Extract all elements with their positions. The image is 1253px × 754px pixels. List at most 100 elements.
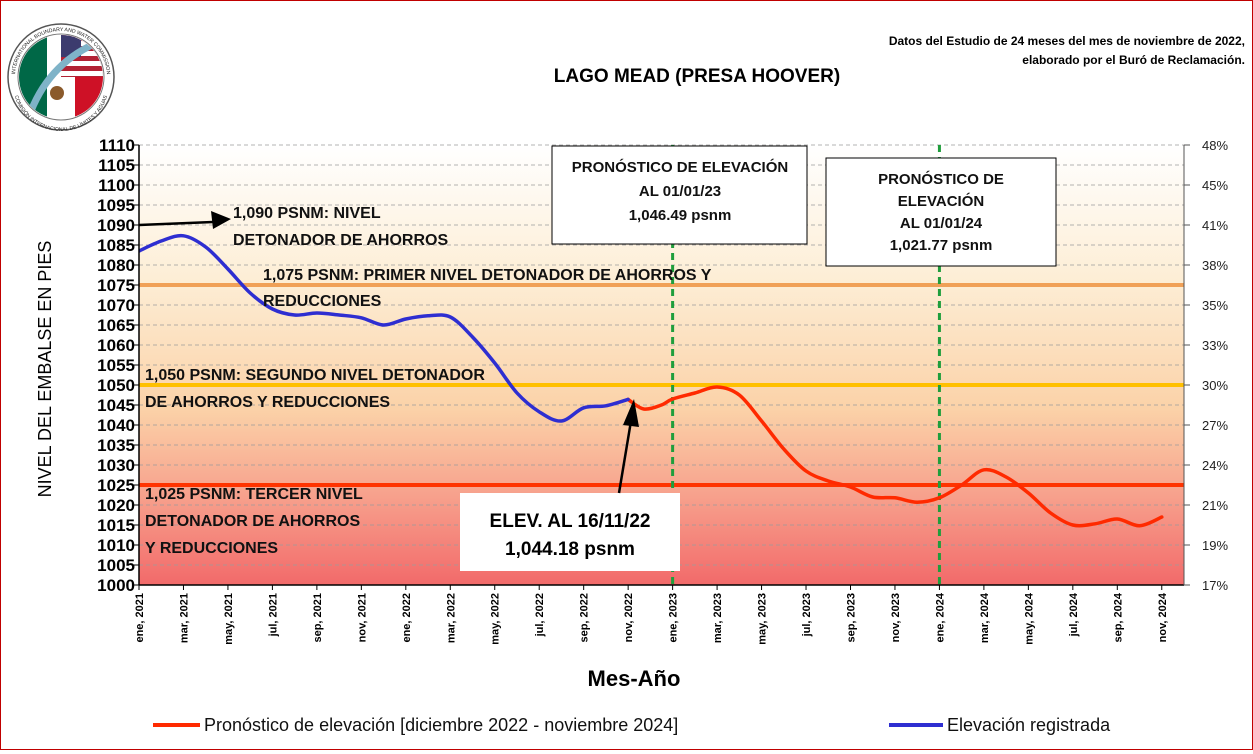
x-tick-label: jul, 2024 bbox=[1068, 592, 1080, 637]
y-tick-label: 1010 bbox=[97, 536, 135, 555]
annotation-1075: 1,075 PSNM: PRIMER NIVEL DETONADOR DE AH… bbox=[263, 267, 712, 284]
y-tick-label: 1070 bbox=[97, 296, 135, 315]
y2-tick-label: 30% bbox=[1202, 378, 1228, 393]
annotation-1050: 1,050 PSNM: SEGUNDO NIVEL DETONADOR bbox=[145, 367, 485, 384]
source-note-line-1: Datos del Estudio de 24 meses del mes de… bbox=[889, 34, 1245, 48]
x-tick-label: ene, 2021 bbox=[134, 593, 146, 643]
forecast-box-2024 bbox=[825, 157, 1057, 267]
arrow-1090-head bbox=[211, 211, 231, 229]
source-note-line-2: elaborado por el Buró de Reclamación. bbox=[1022, 53, 1245, 67]
y2-tick-label: 33% bbox=[1202, 338, 1228, 353]
x-tick-label: jul, 2022 bbox=[534, 593, 546, 637]
x-tick-label: sep, 2023 bbox=[845, 593, 857, 643]
y2-tick-label: 38% bbox=[1202, 258, 1228, 273]
elevation-callout-arrow-head bbox=[623, 399, 639, 427]
x-tick-label: sep, 2024 bbox=[1112, 592, 1124, 642]
forecast-box-2023-text: 1,046.49 psnm bbox=[629, 207, 732, 224]
annotations: 1,090 PSNM: NIVEL DETONADOR DE AHORROS 1,0… bbox=[138, 145, 1057, 571]
forecast-box-2023 bbox=[551, 145, 808, 245]
y-tick-label: 1105 bbox=[98, 156, 135, 175]
annotation-1090: 1,090 PSNM: NIVEL bbox=[233, 205, 381, 222]
y-tick-label: 1085 bbox=[97, 236, 135, 255]
x-tick-label: jul, 2021 bbox=[267, 593, 279, 637]
y2-tick-label: 41% bbox=[1202, 218, 1228, 233]
x-tick-label: may, 2024 bbox=[1023, 592, 1035, 645]
y2-tick-label: 35% bbox=[1202, 298, 1228, 313]
legend-label-forecast: Pronóstico de elevación [diciembre 2022 … bbox=[204, 715, 678, 735]
x-tick-label: sep, 2022 bbox=[579, 593, 591, 643]
y2-tick-label: 24% bbox=[1202, 458, 1228, 473]
x-tick-label: sep, 2021 bbox=[312, 593, 324, 643]
y-tick-label: 1030 bbox=[97, 456, 135, 475]
y-tick-label: 1005 bbox=[97, 556, 135, 575]
y2-tick-label: 17% bbox=[1202, 578, 1228, 593]
y2-tick-label: 45% bbox=[1202, 178, 1228, 193]
x-tick-label: may, 2021 bbox=[223, 593, 235, 645]
series-layer bbox=[139, 233, 1164, 528]
annotation-1075: REDUCCIONES bbox=[263, 293, 382, 310]
x-tick-label: may, 2022 bbox=[490, 593, 502, 645]
y-tick-label: 1055 bbox=[97, 356, 135, 375]
legend-label-recorded: Elevación registrada bbox=[947, 715, 1111, 735]
y-tick-label: 1080 bbox=[97, 256, 135, 275]
x-tick-label: ene, 2022 bbox=[401, 593, 413, 643]
annotation-1050: DE AHORROS Y REDUCCIONES bbox=[145, 394, 390, 411]
x-tick-label: mar, 2022 bbox=[445, 593, 457, 643]
x-tick-label: jul, 2023 bbox=[801, 593, 813, 637]
y2-tick-label: 48% bbox=[1202, 138, 1228, 153]
legend: Pronóstico de elevación [diciembre 2022 … bbox=[153, 715, 1111, 735]
elevation-callout-line-2: 1,044.18 psnm bbox=[505, 539, 635, 560]
elevation-callout-arrow-line bbox=[617, 420, 633, 494]
x-tick-label: nov, 2022 bbox=[623, 593, 635, 642]
arrow-1090-line bbox=[138, 220, 214, 227]
y-tick-label: 1000 bbox=[97, 576, 135, 595]
forecast-box-2024-text: 1,021.77 psnm bbox=[890, 237, 993, 254]
y2-tick-label: 27% bbox=[1202, 418, 1228, 433]
x-tick-label: nov, 2021 bbox=[356, 593, 368, 642]
y-tick-label: 1090 bbox=[97, 216, 135, 235]
series-line-recorded bbox=[139, 233, 630, 423]
x-tick-label: nov, 2023 bbox=[890, 593, 902, 642]
x-tick-label: mar, 2021 bbox=[178, 593, 190, 643]
forecast-box-2024-text: AL 01/01/24 bbox=[900, 215, 983, 232]
y2-axis-ticks: 48% 45% 41% 38% 35% 33% 30% 27% 24% 21% 19% 17% bbox=[1184, 138, 1228, 593]
forecast-box-2024-text: ELEVACIÓN bbox=[898, 192, 984, 210]
y2-tick-label: 21% bbox=[1202, 498, 1228, 513]
elevation-callout-line-1: ELEV. AL 16/11/22 bbox=[490, 511, 651, 532]
x-tick-label: mar, 2024 bbox=[979, 592, 991, 643]
y-tick-label: 1050 bbox=[97, 376, 135, 395]
y-axis-ticks: 1000100510101015102010251030103510401045… bbox=[97, 136, 139, 595]
y-tick-label: 1015 bbox=[97, 516, 135, 535]
y-tick-label: 1045 bbox=[97, 396, 135, 415]
y-tick-label: 1060 bbox=[97, 336, 135, 355]
x-tick-label: ene, 2023 bbox=[668, 593, 680, 643]
x-axis-label: Mes-Año bbox=[588, 666, 681, 691]
annotation-1025: DETONADOR DE AHORROS bbox=[145, 513, 360, 530]
x-tick-label: mar, 2023 bbox=[712, 593, 724, 643]
annotation-1025: 1,025 PSNM: TERCER NIVEL bbox=[145, 486, 363, 503]
annotation-1090: DETONADOR DE AHORROS bbox=[233, 232, 448, 249]
y2-tick-label: 19% bbox=[1202, 538, 1228, 553]
annotation-1025: Y REDUCCIONES bbox=[145, 540, 278, 557]
y-tick-label: 1065 bbox=[97, 316, 135, 335]
y-tick-label: 1020 bbox=[97, 496, 135, 515]
chart-title: LAGO MEAD (PRESA HOOVER) bbox=[554, 66, 840, 87]
ibwc-logo: INTERNATIONAL BOUNDARY AND WATER COMMISS… bbox=[7, 23, 115, 133]
elevation-callout-box bbox=[460, 493, 680, 571]
y-tick-label: 1040 bbox=[97, 416, 135, 435]
x-tick-label: nov, 2024 bbox=[1157, 592, 1169, 642]
y-axis-label: NIVEL DEL EMBALSE EN PIES bbox=[35, 241, 55, 498]
x-tick-label: may, 2023 bbox=[757, 593, 769, 645]
x-axis-ticks: ene, 2021 mar, 2021 may, 2021 jul, 2021 sep,… bbox=[134, 585, 1169, 645]
x-tick-label: ene, 2024 bbox=[934, 592, 946, 642]
y-tick-label: 1035 bbox=[97, 436, 135, 455]
y-tick-label: 1075 bbox=[97, 276, 135, 295]
forecast-box-2023-text: PRONÓSTICO DE ELEVACIÓN bbox=[572, 158, 788, 176]
y-tick-label: 1100 bbox=[98, 176, 135, 195]
series-line-forecast bbox=[626, 385, 1164, 528]
reference-lines bbox=[139, 283, 1184, 487]
y-tick-label: 1095 bbox=[97, 196, 135, 215]
forecast-box-2023-text: AL 01/01/23 bbox=[639, 183, 721, 200]
